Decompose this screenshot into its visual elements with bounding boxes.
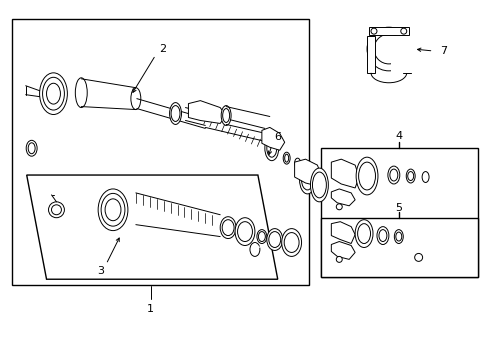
- Text: 6: 6: [274, 132, 281, 142]
- Circle shape: [336, 204, 342, 210]
- Text: 2: 2: [159, 44, 166, 54]
- Ellipse shape: [421, 172, 428, 183]
- Circle shape: [400, 28, 406, 34]
- Ellipse shape: [376, 227, 388, 244]
- Ellipse shape: [354, 220, 372, 247]
- Ellipse shape: [235, 218, 254, 246]
- Ellipse shape: [355, 157, 377, 195]
- Ellipse shape: [301, 170, 313, 190]
- Ellipse shape: [105, 199, 121, 221]
- Text: 3: 3: [98, 266, 104, 276]
- Polygon shape: [368, 27, 408, 35]
- Ellipse shape: [169, 103, 181, 125]
- Circle shape: [51, 205, 61, 215]
- Polygon shape: [331, 222, 354, 243]
- Ellipse shape: [395, 232, 401, 241]
- Polygon shape: [331, 242, 354, 260]
- Circle shape: [366, 27, 410, 71]
- Ellipse shape: [284, 233, 299, 252]
- Text: 4: 4: [394, 131, 402, 141]
- Ellipse shape: [393, 230, 403, 243]
- Polygon shape: [390, 36, 413, 73]
- Ellipse shape: [266, 229, 282, 251]
- Bar: [321, 218, 477, 277]
- Polygon shape: [262, 127, 284, 150]
- Ellipse shape: [171, 105, 180, 121]
- Ellipse shape: [258, 231, 265, 242]
- Circle shape: [370, 28, 376, 34]
- Ellipse shape: [407, 172, 413, 180]
- Ellipse shape: [26, 140, 37, 156]
- Ellipse shape: [220, 217, 236, 239]
- Ellipse shape: [42, 77, 64, 110]
- Ellipse shape: [40, 73, 67, 114]
- Ellipse shape: [268, 231, 280, 247]
- Ellipse shape: [101, 193, 124, 226]
- Circle shape: [373, 34, 403, 64]
- Ellipse shape: [299, 166, 315, 194]
- Ellipse shape: [294, 158, 300, 168]
- Polygon shape: [27, 175, 277, 279]
- Ellipse shape: [310, 168, 327, 202]
- Ellipse shape: [266, 139, 276, 157]
- Ellipse shape: [46, 83, 61, 104]
- Polygon shape: [331, 189, 354, 206]
- Polygon shape: [188, 100, 225, 123]
- Polygon shape: [294, 159, 321, 186]
- Ellipse shape: [221, 105, 231, 125]
- Ellipse shape: [281, 229, 301, 256]
- Polygon shape: [402, 36, 410, 73]
- Ellipse shape: [264, 136, 278, 161]
- Ellipse shape: [222, 109, 229, 122]
- Ellipse shape: [406, 169, 414, 183]
- Text: 7: 7: [439, 46, 446, 56]
- Ellipse shape: [283, 152, 289, 164]
- Bar: [321, 148, 477, 277]
- Ellipse shape: [312, 172, 325, 198]
- Ellipse shape: [249, 243, 259, 256]
- Ellipse shape: [222, 220, 234, 235]
- Ellipse shape: [387, 166, 399, 184]
- Ellipse shape: [28, 143, 35, 154]
- Circle shape: [414, 253, 422, 261]
- Text: 5: 5: [394, 203, 402, 213]
- Ellipse shape: [389, 169, 397, 181]
- Ellipse shape: [131, 88, 141, 109]
- Ellipse shape: [358, 162, 375, 190]
- Ellipse shape: [378, 230, 386, 242]
- Circle shape: [48, 202, 64, 218]
- Ellipse shape: [237, 222, 252, 242]
- Polygon shape: [331, 159, 358, 188]
- Ellipse shape: [256, 230, 266, 243]
- Circle shape: [336, 256, 342, 262]
- Ellipse shape: [357, 224, 370, 243]
- Ellipse shape: [284, 154, 288, 162]
- Bar: [12, 19, 309, 285]
- Ellipse shape: [98, 189, 128, 231]
- Ellipse shape: [75, 78, 87, 108]
- Polygon shape: [366, 36, 374, 73]
- Text: 1: 1: [147, 304, 154, 314]
